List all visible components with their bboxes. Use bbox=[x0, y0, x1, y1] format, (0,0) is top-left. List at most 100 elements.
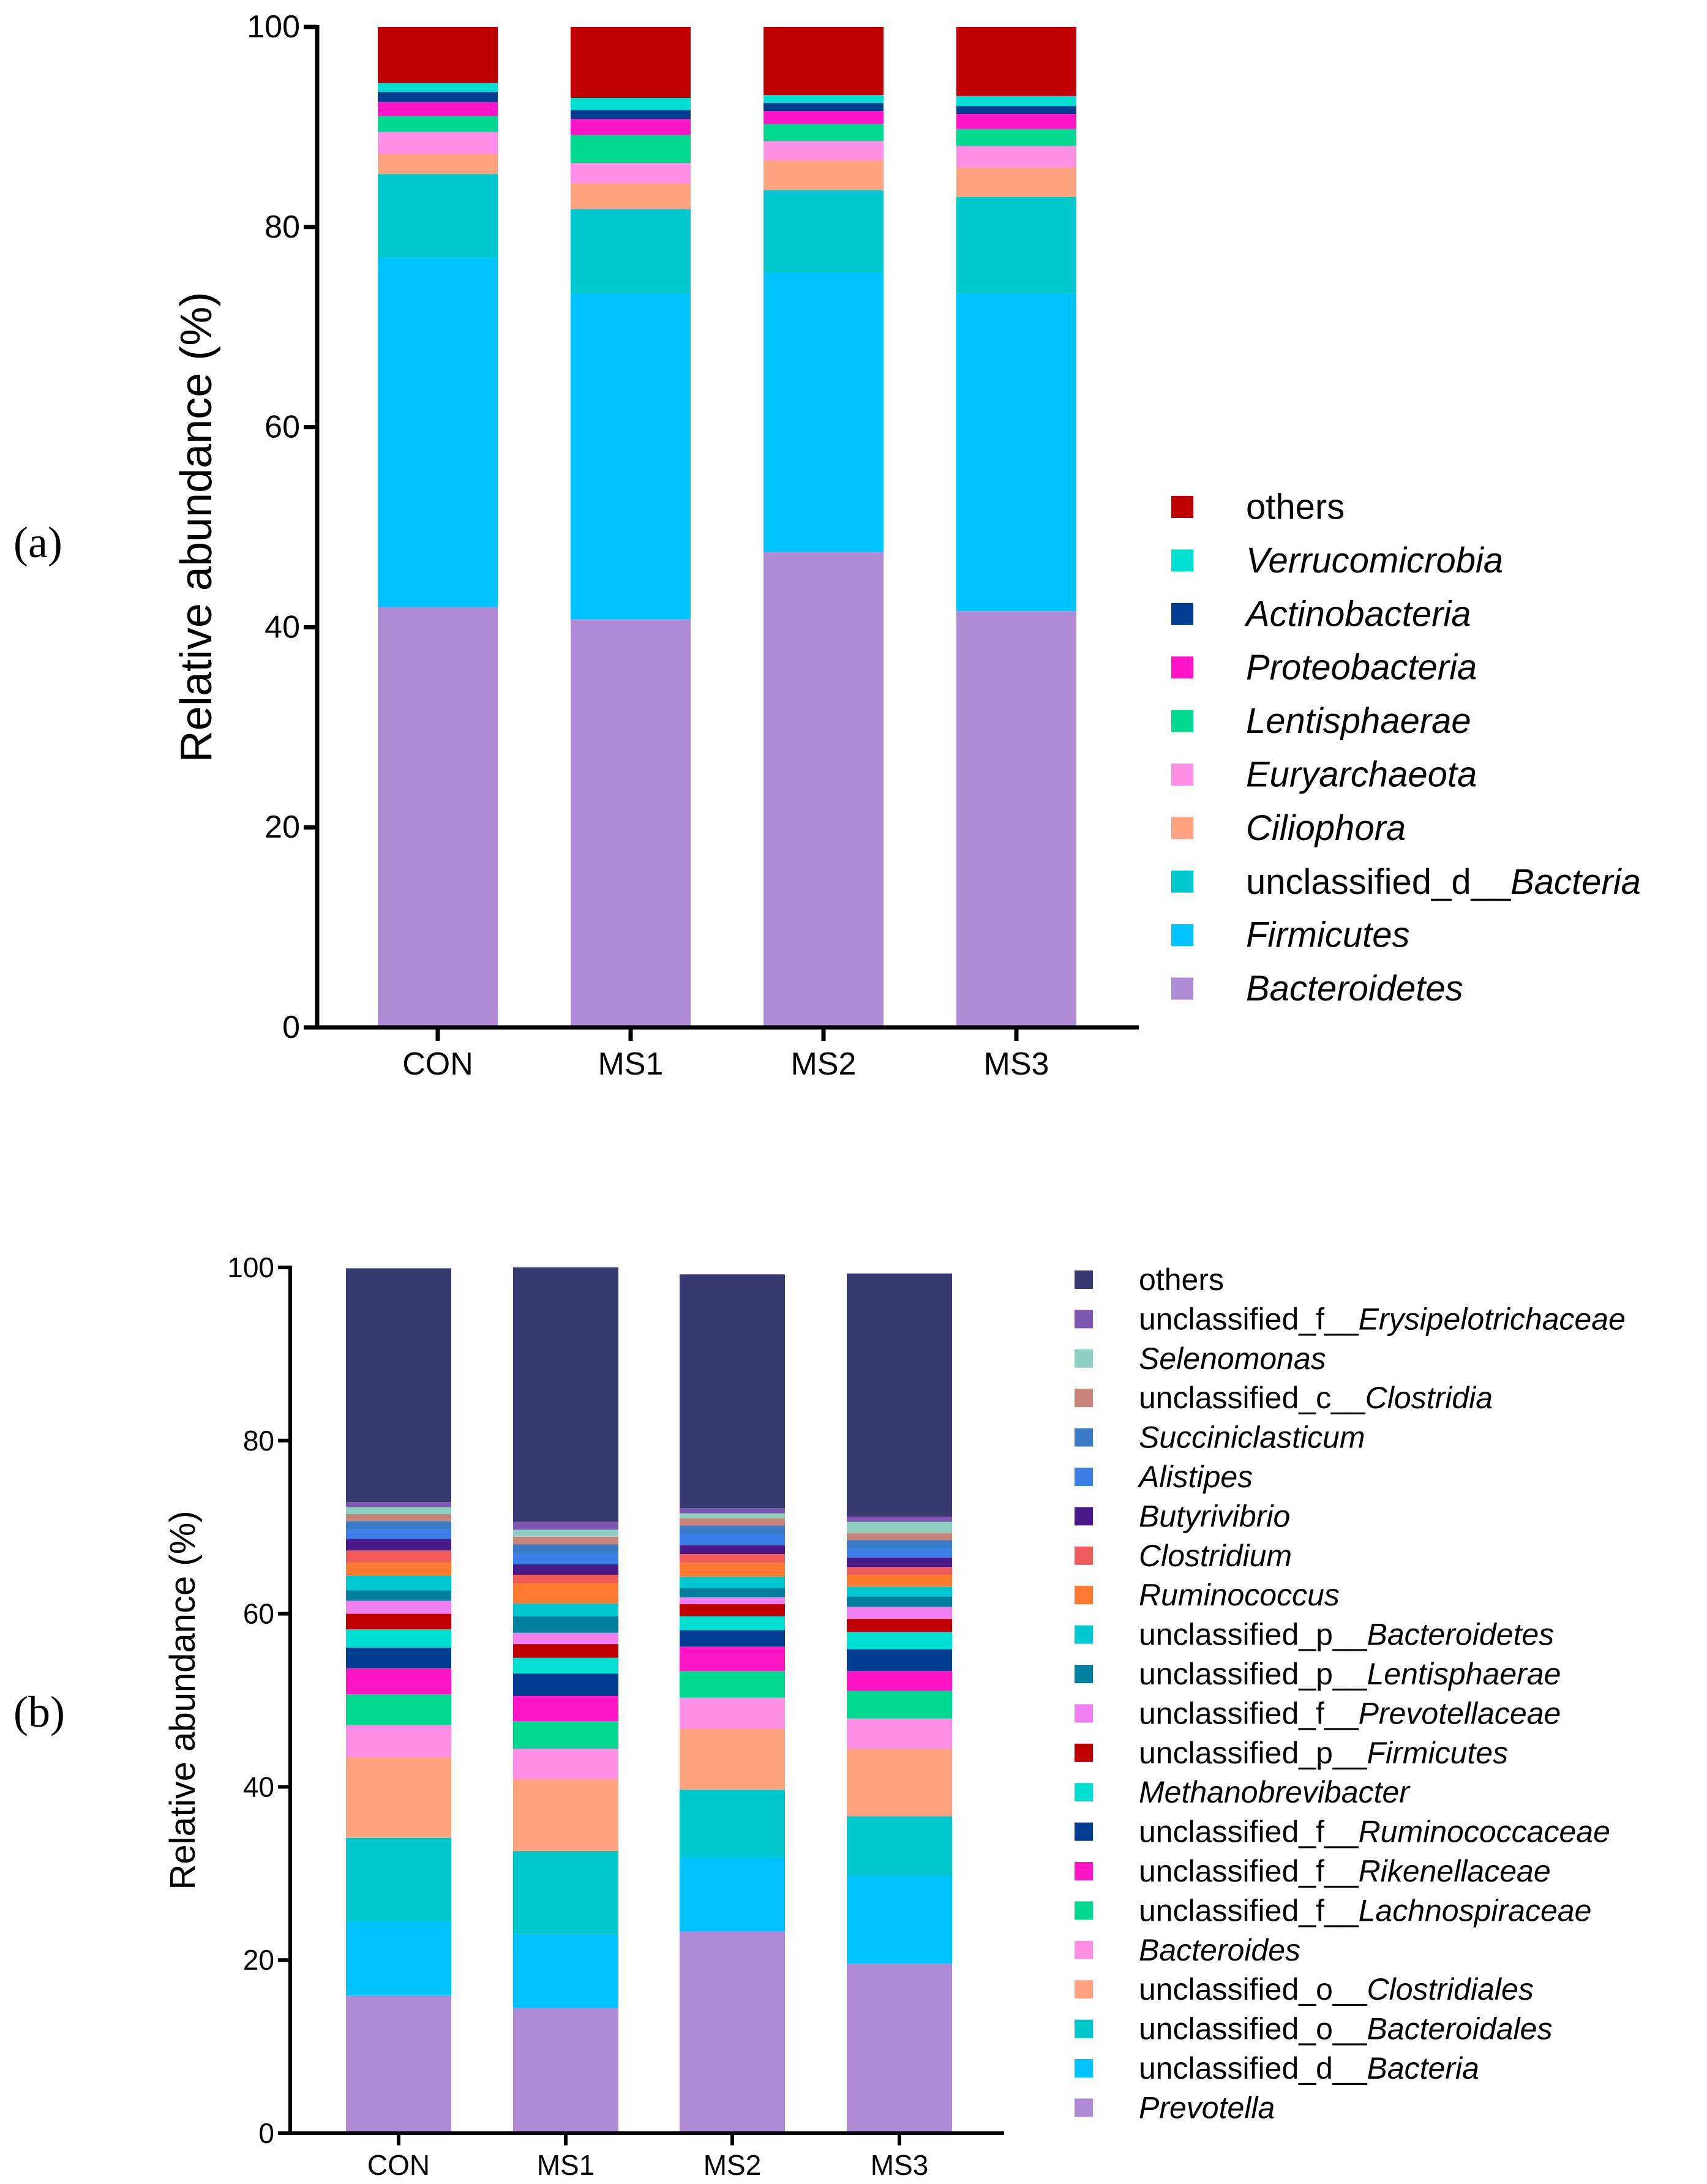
bar-segment-a-ms2-bacteroidetes bbox=[763, 552, 884, 1027]
legend-label-b-unclassified-f-ruminococcaceae: unclassified_f__Ruminococcaceae bbox=[1139, 1815, 1610, 1849]
bar-segment-a-ms1-others bbox=[571, 27, 691, 99]
bar-segment-b-con-ruminococcus bbox=[346, 1563, 451, 1576]
legend-label-b-unclassified-p-lentisphaerae: unclassified_p__Lentisphaerae bbox=[1139, 1657, 1561, 1691]
bar-segment-a-con-lentisphaerae bbox=[378, 116, 498, 132]
bar-segment-b-ms1-selenomonas bbox=[513, 1529, 618, 1537]
legend-label-a-unclassified-d-bacteria: unclassified_d__Bacteria bbox=[1246, 861, 1641, 901]
bar-segment-b-ms3-prevotella bbox=[847, 1963, 952, 2133]
bar-segment-a-ms1-lentisphaerae bbox=[571, 135, 691, 163]
bar-segment-b-ms2-unclassified-f-lachnospiraceae bbox=[680, 1670, 785, 1698]
bar-segment-a-ms1-actinobacteria bbox=[571, 110, 691, 119]
bar-segment-b-ms3-unclassified-o-clostridiales bbox=[847, 1749, 952, 1817]
bar-segment-a-ms2-others bbox=[763, 27, 884, 96]
x-tick-label-b-ms3: MS3 bbox=[871, 2149, 929, 2181]
bar-segment-b-con-butyrivibrio bbox=[346, 1539, 451, 1551]
legend-swatch-a-firmicutes bbox=[1171, 924, 1193, 947]
x-tick-label-a-con: CON bbox=[402, 1046, 473, 1082]
panel-b-legend: others unclassified_f__Erysipelotrichacea… bbox=[1075, 1263, 1626, 2125]
bar-segment-a-con-unclassified-d-bacteria bbox=[378, 174, 498, 258]
bar-segment-b-ms3-selenomonas bbox=[847, 1522, 952, 1534]
bar-segment-b-ms3-alistipes bbox=[847, 1548, 952, 1558]
bar-segment-b-ms2-unclassified-f-erysipelotrichaceae bbox=[680, 1508, 785, 1514]
bar-segment-b-ms1-unclassified-p-lentisphaerae bbox=[513, 1616, 618, 1633]
bar-segment-b-ms1-others bbox=[513, 1267, 618, 1522]
y-tick-label-a-0: 0 bbox=[282, 1010, 300, 1045]
bar-segment-b-ms3-unclassified-f-rikenellaceae bbox=[847, 1670, 952, 1691]
legend-swatch-b-unclassified-p-bacteroidetes bbox=[1075, 1625, 1093, 1644]
bar-segment-b-ms2-others bbox=[680, 1274, 785, 1509]
x-tick-label-b-ms2: MS2 bbox=[703, 2149, 762, 2181]
bar-segment-a-ms2-verrucomicrobia bbox=[763, 95, 884, 103]
bar-segment-a-ms3-proteobacteria bbox=[956, 114, 1076, 129]
bar-segment-b-con-selenomonas bbox=[346, 1507, 451, 1514]
bar-segment-b-con-bacteroides bbox=[346, 1725, 451, 1757]
legend-label-a-proteobacteria: Proteobacteria bbox=[1246, 648, 1477, 688]
legend-label-b-unclassified-p-firmicutes: unclassified_p__Firmicutes bbox=[1139, 1736, 1508, 1770]
bar-segment-b-ms1-clostridium bbox=[513, 1574, 618, 1584]
bar-segment-b-ms3-unclassified-f-prevotellaceae bbox=[847, 1607, 952, 1619]
legend-swatch-b-others bbox=[1075, 1270, 1093, 1289]
bar-segment-b-ms1-unclassified-f-prevotellaceae bbox=[513, 1632, 618, 1645]
bar-segment-b-ms3-bacteroides bbox=[847, 1718, 952, 1749]
bar-segment-b-ms2-methanobrevibacter bbox=[680, 1616, 785, 1630]
bar-segment-a-ms3-actinobacteria bbox=[956, 106, 1076, 114]
bar-segment-b-ms1-succiniclasticum bbox=[513, 1544, 618, 1553]
legend-label-a-actinobacteria: Actinobacteria bbox=[1244, 594, 1471, 634]
bar-segment-b-ms2-unclassified-d-bacteria bbox=[680, 1856, 785, 1932]
bar-segment-a-ms2-unclassified-d-bacteria bbox=[763, 190, 884, 273]
bar-segment-a-con-bacteroidetes bbox=[378, 607, 498, 1027]
bar-segment-b-con-unclassified-o-clostridiales bbox=[346, 1756, 451, 1838]
y-tick-label-a-60: 60 bbox=[264, 410, 300, 445]
bar-segment-b-con-methanobrevibacter bbox=[346, 1629, 451, 1648]
bar-segment-b-ms3-ruminococcus bbox=[847, 1574, 952, 1587]
bar-segment-b-ms3-others bbox=[847, 1273, 952, 1517]
legend-label-b-unclassified-d-bacteria: unclassified_d__Bacteria bbox=[1139, 2051, 1479, 2085]
legend-label-b-succiniclasticum: Succiniclasticum bbox=[1139, 1420, 1365, 1455]
bar-segment-b-ms1-butyrivibrio bbox=[513, 1564, 618, 1575]
x-tick-label-b-ms1: MS1 bbox=[537, 2149, 595, 2181]
bar-segment-b-con-unclassified-p-lentisphaerae bbox=[346, 1590, 451, 1601]
bar-segment-b-ms2-unclassified-p-bacteroidetes bbox=[680, 1576, 785, 1588]
legend-label-b-bacteroides: Bacteroides bbox=[1139, 1933, 1300, 1967]
bar-segment-b-ms2-succiniclasticum bbox=[680, 1525, 785, 1534]
legend-label-b-unclassified-f-lachnospiraceae: unclassified_f__Lachnospiraceae bbox=[1139, 1893, 1591, 1927]
bar-segment-b-ms1-unclassified-o-clostridiales bbox=[513, 1779, 618, 1852]
legend-swatch-a-ciliophora bbox=[1171, 817, 1193, 839]
bar-segment-a-con-ciliophora bbox=[378, 154, 498, 174]
legend-swatch-b-unclassified-p-lentisphaerae bbox=[1075, 1665, 1093, 1683]
bar-segment-b-con-unclassified-f-erysipelotrichaceae bbox=[346, 1502, 451, 1507]
bar-segment-b-ms3-unclassified-d-bacteria bbox=[847, 1876, 952, 1964]
bar-segment-b-ms2-clostridium bbox=[680, 1554, 785, 1563]
bar-segment-b-ms3-butyrivibrio bbox=[847, 1557, 952, 1567]
legend-swatch-b-unclassified-f-prevotellaceae bbox=[1075, 1704, 1093, 1723]
legend-swatch-b-prevotella bbox=[1075, 2098, 1093, 2117]
bar-segment-b-ms3-unclassified-f-ruminococcaceae bbox=[847, 1649, 952, 1671]
bar-segment-a-con-euryarchaeota bbox=[378, 132, 498, 154]
legend-label-b-methanobrevibacter: Methanobrevibacter bbox=[1139, 1775, 1411, 1809]
legend-label-b-ruminococcus: Ruminococcus bbox=[1139, 1578, 1340, 1612]
bar-segment-b-con-others bbox=[346, 1268, 451, 1503]
bar-segment-b-ms2-prevotella bbox=[680, 1931, 785, 2133]
bar-segment-b-ms3-unclassified-p-bacteroidetes bbox=[847, 1586, 952, 1597]
bar-segment-b-ms3-methanobrevibacter bbox=[847, 1632, 952, 1649]
legend-label-a-verrucomicrobia: Verrucomicrobia bbox=[1246, 541, 1503, 580]
panel-a-label: (a) bbox=[13, 518, 62, 567]
legend-label-b-unclassified-o-bacteroidales: unclassified_o__Bacteroidales bbox=[1139, 2012, 1552, 2046]
bar-segment-b-ms1-unclassified-f-rikenellaceae bbox=[513, 1695, 618, 1721]
bar-segment-b-ms2-butyrivibrio bbox=[680, 1545, 785, 1555]
bar-segment-b-ms2-unclassified-p-lentisphaerae bbox=[680, 1588, 785, 1597]
legend-label-a-bacteroidetes: Bacteroidetes bbox=[1246, 969, 1463, 1008]
bar-segment-a-ms2-euryarchaeota bbox=[763, 141, 884, 160]
bar-segment-b-con-unclassified-p-bacteroidetes bbox=[346, 1575, 451, 1591]
bar-segment-a-ms1-ciliophora bbox=[571, 182, 691, 209]
bar-segment-a-con-proteobacteria bbox=[378, 102, 498, 116]
legend-label-b-unclassified-f-rikenellaceae: unclassified_f__Rikenellaceae bbox=[1139, 1854, 1551, 1888]
legend-label-a-firmicutes: Firmicutes bbox=[1246, 915, 1409, 955]
legend-swatch-b-unclassified-f-ruminococcaceae bbox=[1075, 1822, 1093, 1841]
y-tick-label-b-20: 20 bbox=[243, 1944, 274, 1976]
bar-segment-a-ms3-unclassified-d-bacteria bbox=[956, 197, 1076, 293]
bar-segment-b-ms2-unclassified-c-clostridia bbox=[680, 1518, 785, 1526]
bar-segment-a-ms1-unclassified-d-bacteria bbox=[571, 209, 691, 293]
bar-segment-b-ms1-unclassified-p-bacteroidetes bbox=[513, 1603, 618, 1616]
bar-segment-a-ms3-lentisphaerae bbox=[956, 129, 1076, 146]
